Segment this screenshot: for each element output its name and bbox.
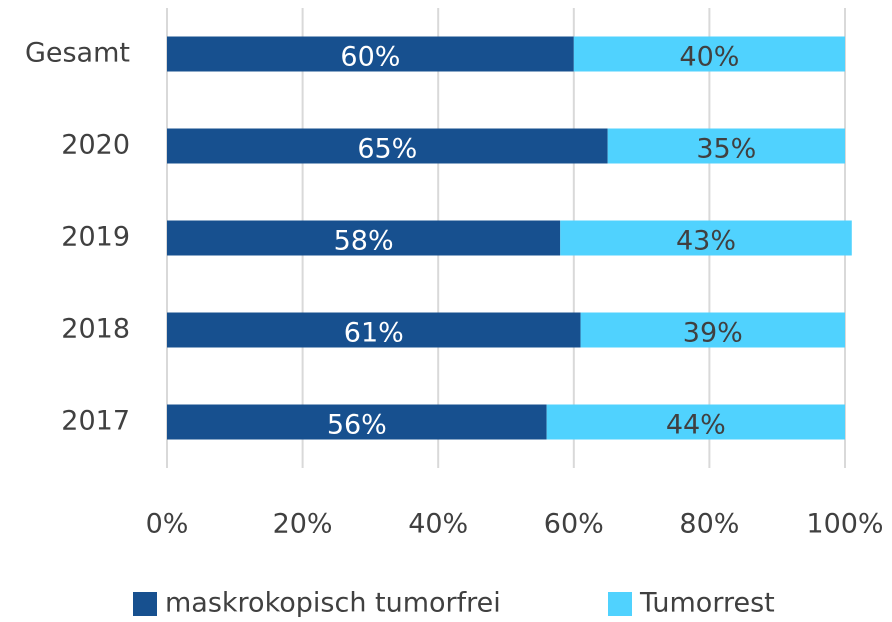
bar-segment <box>580 312 845 348</box>
y-tick-label: 2018 <box>61 314 130 345</box>
bar-segment <box>573 36 845 72</box>
data-label: 43% <box>676 226 736 257</box>
y-tick-label: Gesamt <box>25 38 130 69</box>
x-tick-label: 0% <box>146 509 189 540</box>
y-tick-label: 2017 <box>61 406 130 437</box>
data-label: 40% <box>679 42 739 73</box>
data-label: 61% <box>344 318 404 349</box>
x-tick-label: 80% <box>679 509 739 540</box>
x-tick-label: 60% <box>544 509 604 540</box>
bar-segment <box>167 36 574 72</box>
bar-segment <box>607 128 845 164</box>
data-label: 65% <box>357 134 417 165</box>
data-label: 39% <box>683 318 743 349</box>
legend-swatch <box>608 592 632 616</box>
data-label: 44% <box>666 410 726 441</box>
bar-segment <box>560 220 852 256</box>
data-label: 35% <box>696 134 756 165</box>
legend-label: Tumorrest <box>639 588 775 619</box>
y-tick-label: 2019 <box>61 222 130 253</box>
bar-segment <box>167 404 547 440</box>
bar-segment <box>167 128 608 164</box>
x-tick-label: 100% <box>806 509 883 540</box>
legend-swatch <box>133 592 157 616</box>
y-tick-label: 2020 <box>61 130 130 161</box>
legend-label: maskrokopisch tumorfrei <box>165 588 501 619</box>
bar-segment <box>546 404 845 440</box>
data-label: 56% <box>327 410 387 441</box>
x-tick-label: 40% <box>408 509 468 540</box>
data-label: 60% <box>340 42 400 73</box>
bar-segment <box>167 312 581 348</box>
bar-segment <box>167 220 561 256</box>
x-tick-label: 20% <box>273 509 333 540</box>
data-label: 58% <box>334 226 394 257</box>
